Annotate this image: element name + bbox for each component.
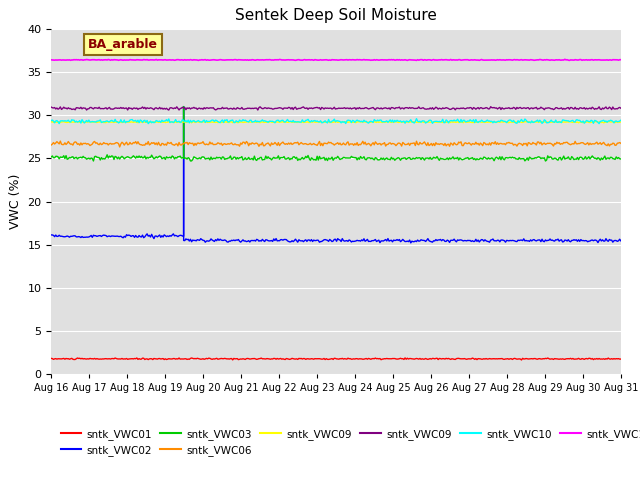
Title: Sentek Deep Soil Moisture: Sentek Deep Soil Moisture [235, 9, 437, 24]
Legend: sntk_VWC01, sntk_VWC02, sntk_VWC03, sntk_VWC06, sntk_VWC09, sntk_VWC09, sntk_VWC: sntk_VWC01, sntk_VWC02, sntk_VWC03, sntk… [56, 424, 640, 460]
Y-axis label: VWC (%): VWC (%) [9, 174, 22, 229]
Text: BA_arable: BA_arable [88, 38, 158, 51]
